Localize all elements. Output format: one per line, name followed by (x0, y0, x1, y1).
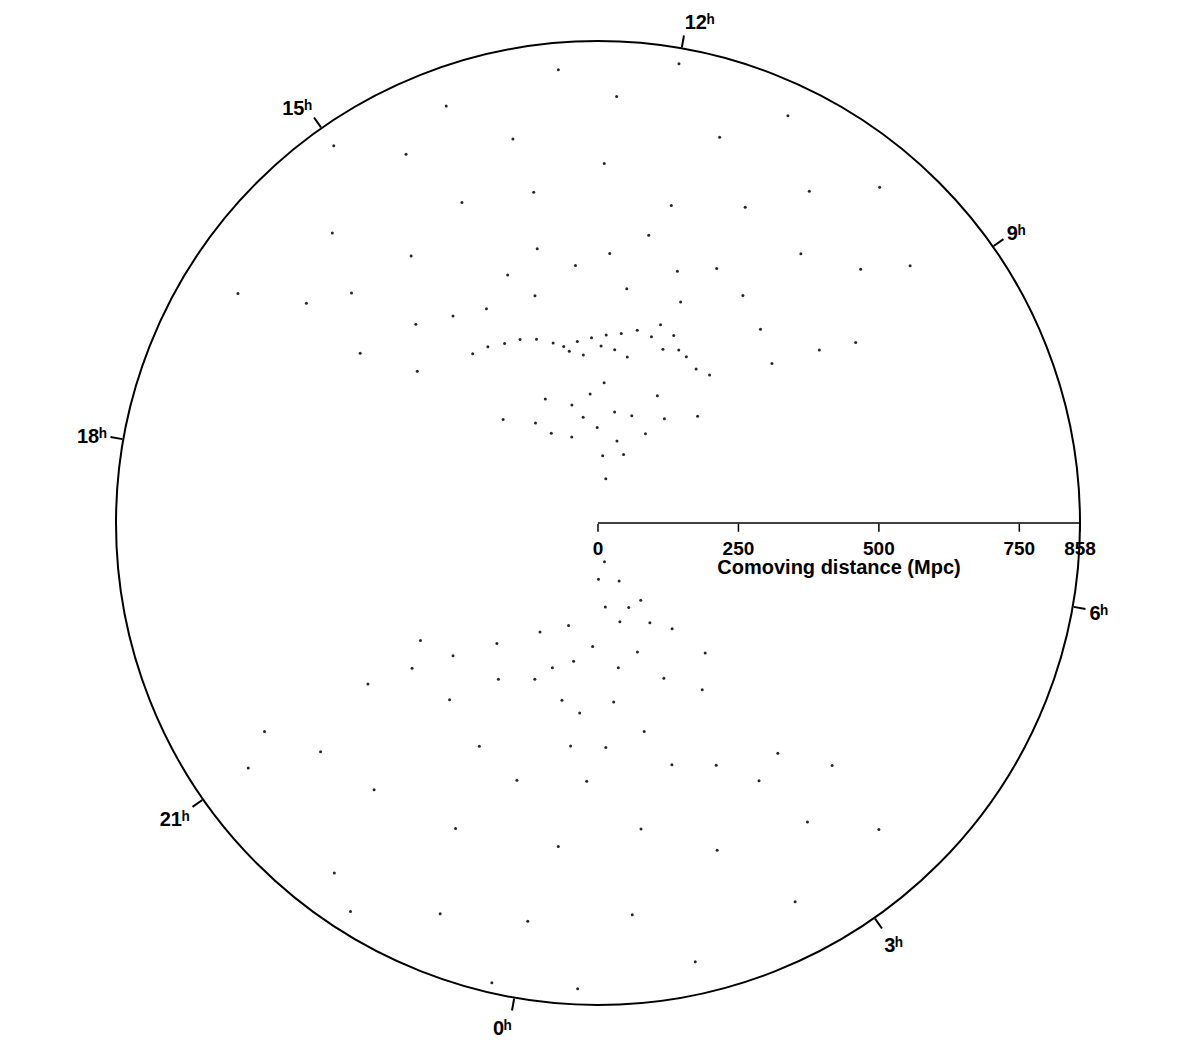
svg-text:0: 0 (593, 538, 604, 559)
svg-text:858: 858 (1064, 538, 1096, 559)
svg-text:250: 250 (723, 538, 755, 559)
svg-text:15ʰ: 15ʰ (282, 97, 312, 119)
svg-text:750: 750 (1003, 538, 1035, 559)
svg-text:9ʰ: 9ʰ (1007, 222, 1025, 244)
svg-text:3ʰ: 3ʰ (884, 934, 902, 956)
svg-text:21ʰ: 21ʰ (160, 808, 190, 830)
svg-text:Comoving distance (Mpc): Comoving distance (Mpc) (717, 556, 960, 578)
svg-text:12ʰ: 12ʰ (685, 11, 715, 33)
svg-text:0ʰ: 0ʰ (493, 1017, 511, 1039)
svg-text:18ʰ: 18ʰ (77, 425, 107, 447)
svg-text:500: 500 (863, 538, 895, 559)
svg-text:6ʰ: 6ʰ (1089, 602, 1107, 624)
